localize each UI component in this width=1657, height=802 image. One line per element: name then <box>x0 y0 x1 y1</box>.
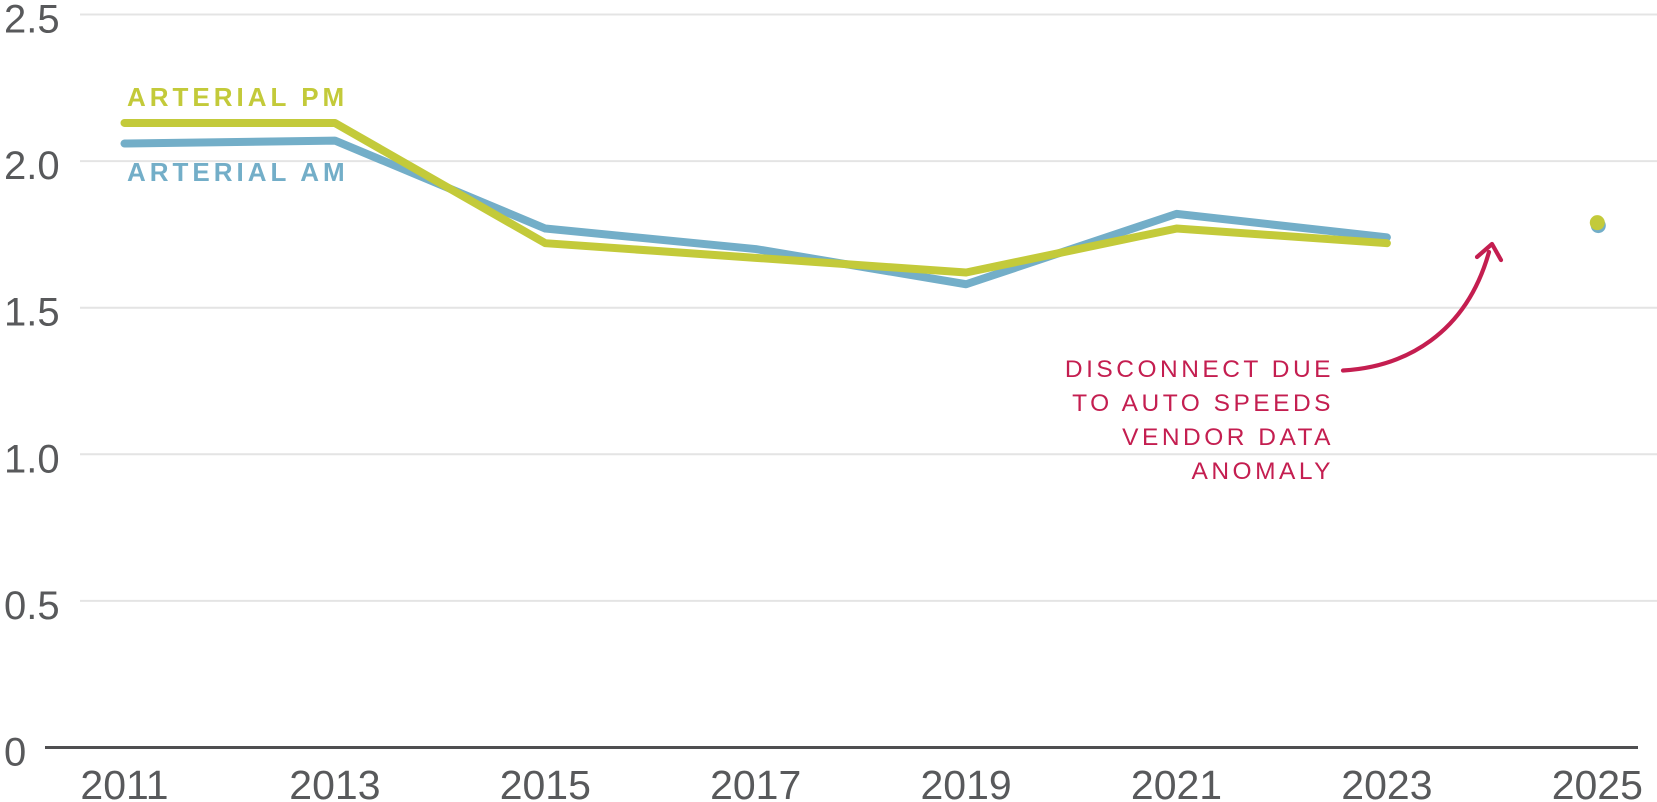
x-tick-label: 2011 <box>80 762 168 802</box>
annotation-line-2: TO AUTO SPEEDS <box>1072 390 1334 417</box>
x-tick-label: 2013 <box>289 762 380 802</box>
series-lines-layer <box>120 118 1606 289</box>
x-axis-tick-labels: 2011 2013 2015 2017 2019 2021 2023 2025 <box>80 762 1642 802</box>
x-tick-label: 2019 <box>920 762 1011 802</box>
y-tick-label: 1.0 <box>4 437 60 481</box>
x-tick-label: 2025 <box>1552 762 1643 802</box>
series-label-arterial-am: ARTERIAL AM <box>127 157 349 187</box>
annotation-line-4: ANOMALY <box>1192 458 1335 485</box>
y-tick-label: 1.5 <box>4 291 60 335</box>
annotation-line-3: VENDOR DATA <box>1122 424 1334 451</box>
x-tick-label: 2023 <box>1341 762 1432 802</box>
series-line-arterial-am <box>120 136 1391 289</box>
series-label-arterial-pm: ARTERIAL PM <box>127 82 348 112</box>
y-tick-label: 0 <box>4 731 26 775</box>
gridlines-layer <box>45 13 1657 749</box>
series-line-arterial-pm <box>120 118 1391 277</box>
x-tick-label: 2021 <box>1131 762 1222 802</box>
y-tick-label: 2.0 <box>4 144 60 188</box>
x-tick-label: 2017 <box>710 762 801 802</box>
annotation-arrow <box>1340 241 1504 373</box>
annotation-text-block: DISCONNECT DUE TO AUTO SPEEDS VENDOR DAT… <box>1065 356 1335 485</box>
y-axis-tick-labels: 0 0.5 1.0 1.5 2.0 2.5 <box>4 0 60 775</box>
annotation-line-1: DISCONNECT DUE <box>1065 356 1334 383</box>
series-point-arterial-pm <box>1589 215 1605 231</box>
y-tick-label: 0.5 <box>4 584 60 628</box>
annotation-arrowhead-icon <box>1474 241 1504 263</box>
annotation-arrow-curve <box>1340 249 1492 373</box>
y-tick-label: 2.5 <box>4 0 60 42</box>
x-tick-label: 2015 <box>500 762 591 802</box>
